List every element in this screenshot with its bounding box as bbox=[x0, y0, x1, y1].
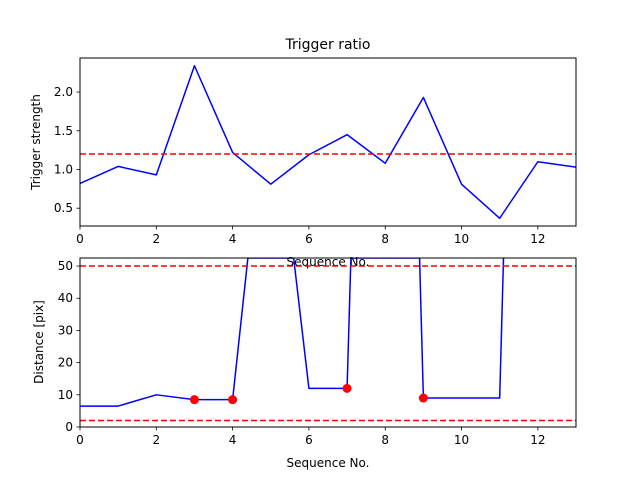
x-tick-label: 4 bbox=[229, 232, 237, 246]
x-tick-label: 2 bbox=[152, 433, 160, 447]
data-point-marker bbox=[228, 395, 238, 405]
series-line bbox=[80, 64, 576, 220]
x-tick-label: 4 bbox=[229, 433, 237, 447]
y-axis-label: Trigger strength bbox=[29, 94, 43, 191]
axis-ticks: 0 2 4 6 8 10 12 0 10 20 30 40 50 bbox=[58, 259, 546, 447]
plot-area bbox=[80, 64, 576, 220]
y-tick-label: 50 bbox=[58, 259, 73, 273]
series-line bbox=[80, 258, 505, 407]
data-point-marker bbox=[189, 395, 199, 405]
x-tick-label: 8 bbox=[381, 232, 389, 246]
y-tick-label: 40 bbox=[58, 291, 73, 305]
y-axis-label: Distance [pix] bbox=[32, 300, 46, 384]
x-tick-label: 6 bbox=[305, 232, 313, 246]
y-tick-label: 0 bbox=[65, 420, 73, 434]
y-tick-label: 20 bbox=[58, 356, 73, 370]
x-tick-label: 12 bbox=[530, 232, 545, 246]
plot-frame bbox=[79, 257, 577, 428]
data-point-marker bbox=[418, 393, 428, 403]
y-tick-label: 1.5 bbox=[54, 124, 73, 138]
y-tick-label: 1.0 bbox=[54, 162, 73, 176]
x-axis-label: Sequence No. bbox=[287, 255, 370, 269]
x-tick-label: 0 bbox=[76, 232, 84, 246]
x-tick-label: 0 bbox=[76, 433, 84, 447]
plot-area bbox=[80, 258, 576, 422]
x-axis-label: Sequence No. bbox=[287, 456, 370, 470]
x-tick-label: 10 bbox=[454, 232, 469, 246]
x-tick-label: 8 bbox=[381, 433, 389, 447]
chart-title: Trigger ratio bbox=[284, 37, 370, 53]
plot-frame bbox=[79, 57, 577, 227]
trigger-ratio-chart: Trigger ratio 0 2 4 6 8 10 12 0.5 1.0 1.5 2.0 Sequ… bbox=[29, 37, 577, 269]
x-tick-label: 2 bbox=[152, 232, 160, 246]
y-tick-label: 2.0 bbox=[54, 85, 73, 99]
x-tick-label: 12 bbox=[530, 433, 545, 447]
x-tick-label: 6 bbox=[305, 433, 313, 447]
y-tick-label: 30 bbox=[58, 323, 73, 337]
x-tick-label: 10 bbox=[454, 433, 469, 447]
data-point-marker bbox=[342, 383, 352, 393]
distance-chart: 0 2 4 6 8 10 12 0 10 20 30 40 50 Sequence No. Distan… bbox=[32, 257, 577, 470]
y-tick-label: 0.5 bbox=[54, 201, 73, 215]
y-tick-label: 10 bbox=[58, 388, 73, 402]
plot-marks bbox=[80, 64, 576, 220]
axis-ticks: 0 2 4 6 8 10 12 0.5 1.0 1.5 2.0 bbox=[54, 85, 546, 246]
plot-marks bbox=[80, 258, 576, 422]
